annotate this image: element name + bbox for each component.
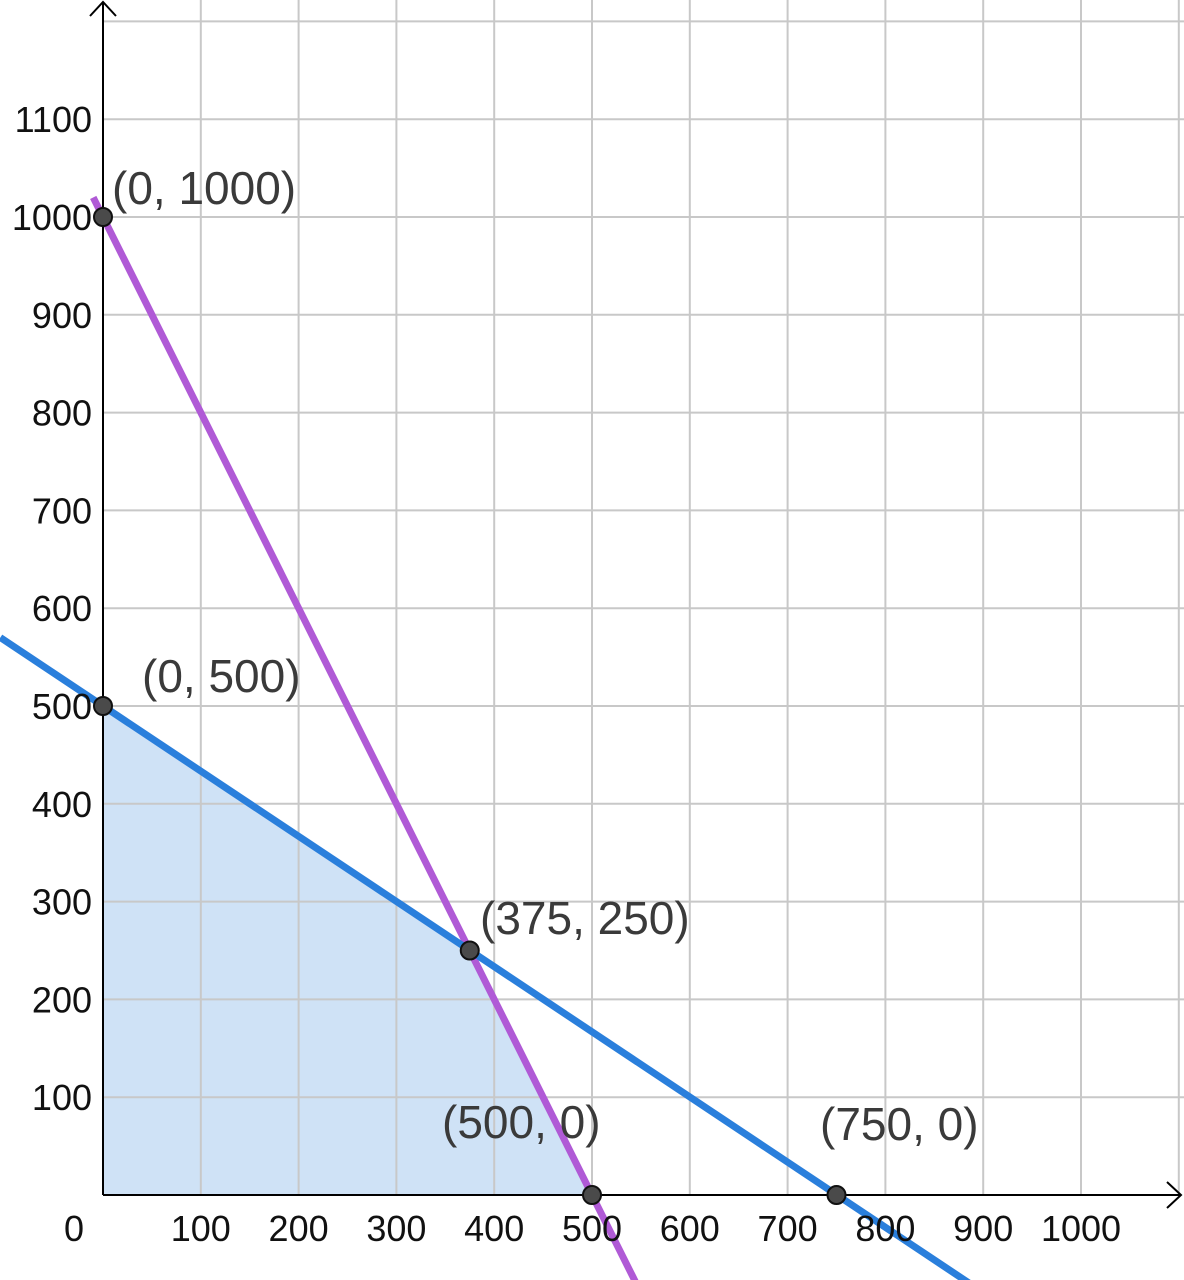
data-point-3	[459, 940, 480, 961]
y-tick-label-1000: 1000	[12, 197, 92, 238]
y-tick-label-900: 900	[32, 295, 92, 336]
y-tick-label-800: 800	[32, 393, 92, 434]
x-tick-label-900: 900	[953, 1208, 1013, 1249]
y-tick-label-400: 400	[32, 784, 92, 825]
x-tick-label-1000: 1000	[1041, 1208, 1121, 1249]
point-label-5: (750, 0)	[820, 1098, 979, 1150]
x-tick-label-100: 100	[171, 1208, 231, 1249]
data-points	[93, 207, 847, 1205]
y-axis-arrow	[89, 0, 117, 17]
series-line-2	[0, 634, 971, 1280]
grid	[103, 0, 1184, 1195]
y-tick-label-300: 300	[32, 882, 92, 923]
point-label-3: (375, 250)	[480, 892, 690, 944]
labels: 0 100 200 300 400 500 600 700 800 900 1000 100 200 3…	[12, 99, 1121, 1249]
point-label-2: (0, 500)	[142, 650, 301, 702]
y-tick-label-1100: 1100	[15, 99, 92, 140]
origin-label: 0	[64, 1208, 84, 1249]
x-tick-label-500: 500	[562, 1208, 622, 1249]
x-axis-arrow	[1166, 1181, 1183, 1209]
x-tick-label-200: 200	[269, 1208, 329, 1249]
x-tick-label-300: 300	[366, 1208, 426, 1249]
series-lines	[0, 195, 971, 1280]
y-tick-label-700: 700	[32, 490, 92, 531]
y-tick-label-500: 500	[32, 686, 92, 727]
x-tick-label-600: 600	[660, 1208, 720, 1249]
point-label-4: (500, 0)	[442, 1096, 601, 1148]
data-point-5	[826, 1185, 847, 1205]
data-point-2	[93, 696, 113, 716]
y-tick-label-600: 600	[32, 588, 92, 629]
series-line-1	[90, 195, 639, 1280]
y-tick-label-200: 200	[32, 979, 92, 1020]
data-point-1	[93, 207, 113, 227]
axes	[89, 0, 1183, 1209]
x-tick-label-700: 700	[758, 1208, 818, 1249]
feasible-region	[103, 706, 592, 1195]
data-point-4	[582, 1185, 602, 1205]
point-label-1: (0, 1000)	[112, 162, 296, 214]
y-tick-label-100: 100	[32, 1077, 92, 1118]
feasible-region-layer	[103, 706, 592, 1195]
x-tick-label-400: 400	[464, 1208, 524, 1249]
x-tick-label-800: 800	[855, 1208, 915, 1249]
